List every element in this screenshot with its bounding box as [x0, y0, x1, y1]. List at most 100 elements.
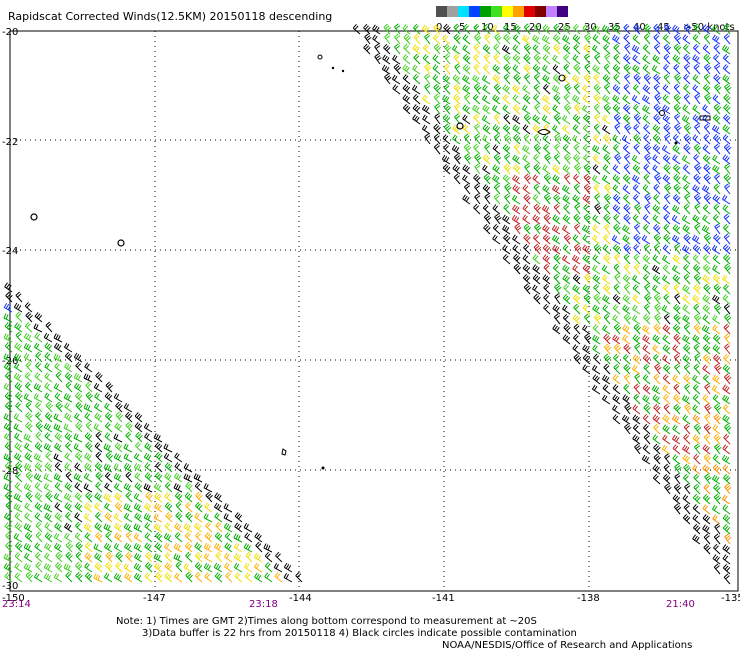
wind-barb	[673, 183, 681, 195]
wind-barb	[113, 452, 123, 463]
wind-barb	[483, 173, 491, 185]
wind-barb	[673, 483, 682, 495]
wind-barb	[612, 243, 621, 255]
wind-barb	[632, 54, 641, 65]
wind-barb	[642, 43, 651, 55]
wind-barb	[702, 274, 711, 285]
wind-barb	[64, 532, 73, 543]
wind-barb	[722, 204, 731, 215]
wind-barb	[603, 253, 611, 265]
wind-barb	[573, 43, 581, 55]
wind-barb	[604, 183, 612, 195]
wind-barb	[482, 44, 491, 55]
wind-barb	[512, 53, 521, 65]
wind-barb	[684, 483, 691, 495]
wind-barb	[652, 133, 661, 145]
wind-barb	[13, 372, 23, 383]
wind-barb	[4, 342, 13, 353]
wind-barb	[114, 492, 123, 503]
wind-barb	[692, 244, 701, 255]
wind-barb	[13, 532, 23, 543]
wind-barb	[532, 34, 541, 45]
wind-barb	[512, 33, 521, 45]
wind-barb	[683, 463, 691, 475]
wind-barb	[613, 223, 621, 235]
wind-barb	[623, 343, 631, 355]
wind-barb	[693, 283, 701, 295]
wind-barb	[374, 43, 381, 55]
wind-barb	[512, 114, 521, 125]
wind-barb	[53, 383, 63, 393]
wind-barb	[652, 274, 661, 285]
wind-barb	[723, 373, 732, 385]
wind-barb	[582, 244, 591, 255]
wind-barb	[143, 483, 153, 493]
wind-barb	[403, 33, 411, 45]
wind-barb	[482, 104, 491, 115]
wind-barb	[203, 513, 213, 523]
wind-barb	[522, 124, 531, 135]
wind-barb	[683, 273, 691, 285]
wind-barb	[652, 254, 661, 265]
wind-barb	[622, 184, 631, 195]
wind-barb	[643, 23, 652, 35]
wind-barb	[233, 533, 243, 543]
wind-barb	[593, 83, 601, 95]
wind-swath-southwest	[3, 282, 303, 583]
wind-barb	[24, 531, 33, 543]
wind-barb	[552, 104, 561, 115]
wind-barb	[424, 63, 432, 75]
wind-barb	[462, 53, 471, 65]
wind-barb	[683, 343, 691, 355]
wind-barb	[663, 363, 671, 375]
wind-barb	[473, 43, 481, 55]
wind-barb	[633, 383, 641, 395]
wind-barb	[134, 482, 143, 493]
wind-barb	[701, 224, 711, 235]
wind-barb	[512, 103, 521, 115]
wind-barb	[144, 542, 153, 553]
island	[341, 69, 345, 73]
wind-barb	[45, 451, 53, 463]
wind-barb	[185, 501, 193, 513]
wind-barb	[64, 351, 73, 363]
wind-barb	[613, 323, 622, 335]
wind-barb	[692, 214, 701, 225]
wind-barb	[591, 174, 601, 185]
wind-barb	[155, 461, 163, 473]
wind-barb	[424, 33, 431, 45]
wind-barb	[83, 373, 93, 383]
wind-barb	[155, 451, 163, 463]
wind-barb	[145, 491, 153, 503]
wind-barb	[203, 562, 213, 573]
wind-barb	[692, 54, 701, 65]
wind-barb	[3, 473, 13, 483]
wind-barb	[671, 434, 681, 445]
wind-barb	[143, 513, 153, 523]
wind-barb	[63, 393, 73, 403]
wind-barb	[454, 113, 461, 125]
wind-barb	[652, 414, 661, 425]
wind-barb	[513, 263, 522, 275]
wind-barb	[34, 312, 43, 323]
wind-barb	[653, 193, 661, 205]
wind-barb	[523, 133, 531, 145]
wind-barb	[642, 213, 651, 225]
lat-label: -20	[2, 27, 18, 38]
wind-barb	[4, 461, 13, 473]
wind-barb	[203, 552, 213, 563]
wind-barb	[724, 263, 732, 275]
wind-barb	[723, 33, 731, 45]
wind-barb	[23, 352, 33, 363]
wind-barb	[3, 302, 13, 313]
wind-barb	[433, 23, 441, 35]
wind-barb	[644, 283, 651, 295]
wind-barb	[44, 552, 53, 563]
wind-barb	[662, 264, 671, 275]
wind-barb	[654, 363, 662, 375]
wind-barb	[653, 233, 662, 245]
wind-barb	[94, 492, 103, 503]
wind-barb	[724, 333, 731, 345]
wind-barb	[123, 542, 133, 553]
wind-barb	[502, 143, 511, 155]
